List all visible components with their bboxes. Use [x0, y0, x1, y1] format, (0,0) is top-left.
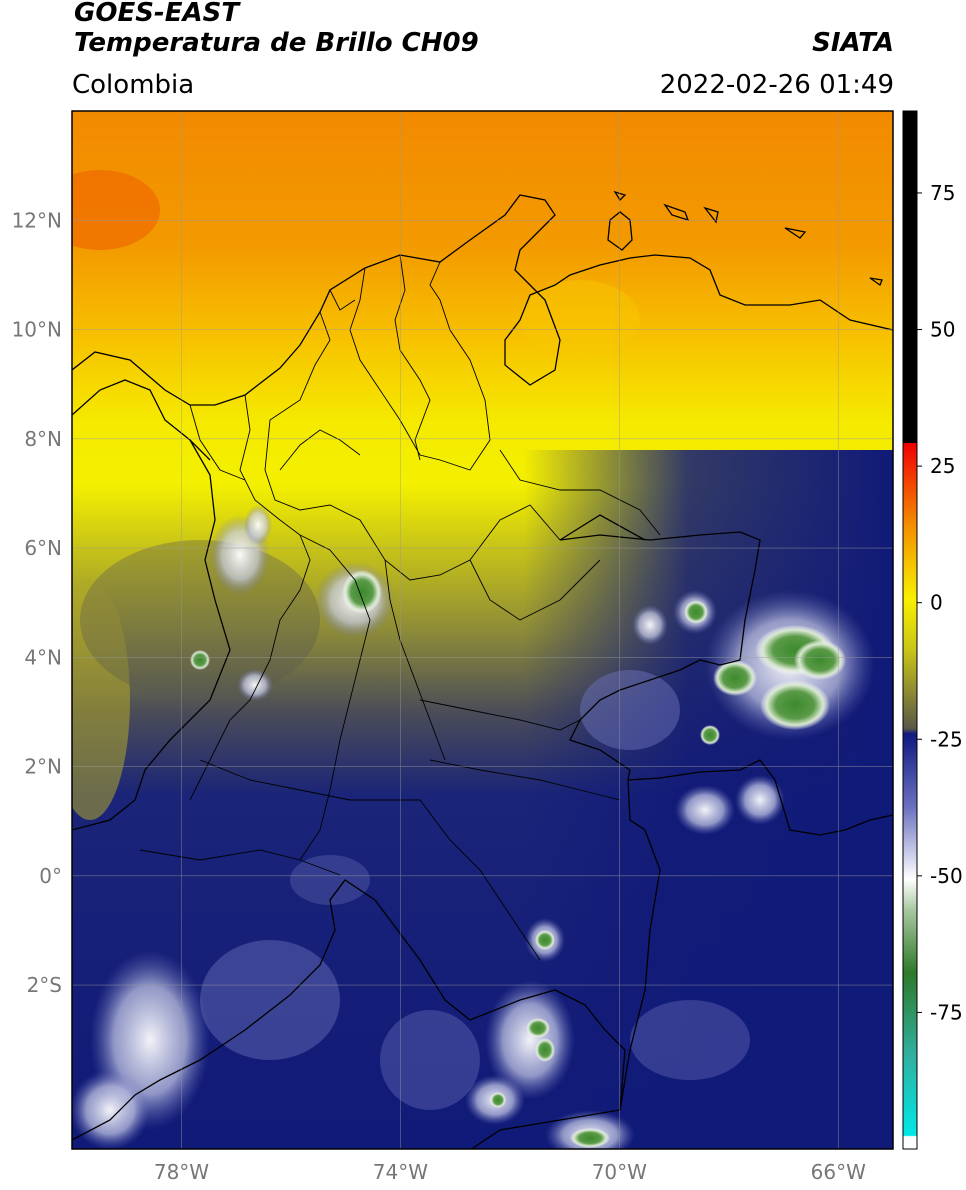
lat-tick-label: 8°N	[24, 427, 62, 451]
latitude-ticks: 12°N 10°N 8°N 6°N 4°N 2°N 0° 2°S	[12, 208, 62, 997]
brand-label: SIATA	[812, 28, 894, 58]
datetime-label: 2022-02-26 01:49	[659, 70, 894, 100]
colorbar-tick-label: -75	[930, 1000, 963, 1024]
lon-tick-label: 70°W	[592, 1160, 647, 1184]
colorbar-tick-label: 0	[930, 591, 943, 615]
colorbar	[902, 110, 918, 1150]
lat-tick-label: 4°N	[24, 645, 62, 669]
lat-tick-label: 2°N	[24, 755, 62, 779]
country-borders	[72, 190, 893, 1149]
lat-tick-label: 10°N	[12, 318, 62, 342]
lat-tick-label: 6°N	[24, 536, 62, 560]
colorbar-ticks: 75 50 25 0 -25 -50 -75	[917, 181, 963, 1024]
lon-tick-label: 74°W	[373, 1160, 428, 1184]
region-label: Colombia	[72, 70, 195, 100]
colorbar-tick-label: 75	[930, 181, 955, 205]
cloud-clusters	[72, 505, 875, 1149]
lon-tick-label: 66°W	[811, 1160, 866, 1184]
graticule	[72, 111, 893, 1149]
colorbar-tick-label: 25	[930, 454, 955, 478]
colorbar-tick-label: 50	[930, 318, 955, 342]
colorbar-tick-label: -25	[930, 727, 963, 751]
longitude-ticks: 78°W 74°W 70°W 66°W	[154, 1160, 866, 1184]
lat-tick-label: 0°	[39, 864, 62, 888]
colorbar-tick-label: -50	[930, 864, 963, 888]
lon-tick-label: 78°W	[154, 1160, 209, 1184]
lat-tick-label: 12°N	[12, 208, 62, 232]
title-line2: Temperatura de Brillo CH09	[74, 28, 479, 58]
title-line1: GOES-EAST	[74, 0, 240, 28]
satellite-image	[72, 111, 893, 1149]
map-frame	[71, 110, 894, 1150]
lat-tick-label: 2°S	[27, 973, 62, 997]
